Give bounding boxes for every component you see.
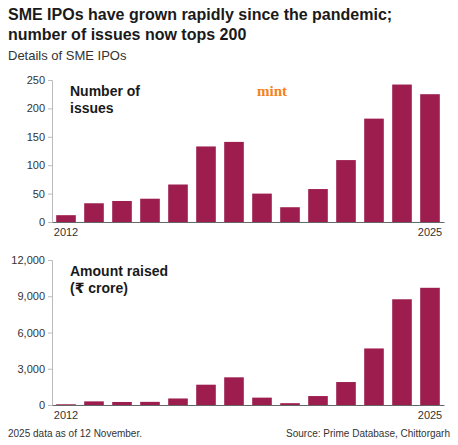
tick-label: 3,000 [17, 363, 45, 375]
bar [112, 402, 132, 405]
bar [392, 299, 412, 405]
tick-label: 6,000 [17, 327, 45, 339]
bar [56, 215, 76, 222]
bar [392, 85, 412, 222]
bar [336, 160, 356, 222]
tick-mark [48, 369, 52, 370]
panel-title: Amount raised(₹ crore) [70, 263, 168, 296]
x-axis: 2012 2025 [53, 222, 445, 238]
text-line: number of issues now tops 200 [8, 26, 246, 43]
axis-line [48, 261, 53, 406]
panel-title: Number ofissues [70, 83, 140, 116]
bar [168, 185, 188, 222]
axis-line [53, 222, 445, 223]
bar [280, 403, 300, 405]
tick: 50 [33, 188, 52, 200]
tick-label: 2025 [418, 409, 442, 421]
tick: 2012 [54, 222, 78, 238]
bar [140, 402, 160, 405]
text-line: issues [70, 100, 114, 116]
tick: 250 [27, 74, 52, 86]
tick: 9,000 [17, 290, 52, 302]
bar [420, 288, 440, 405]
tick-mark [48, 222, 52, 223]
tick-label: 150 [27, 131, 45, 143]
bar [280, 207, 300, 222]
tick: 2012 [54, 405, 78, 421]
bar [252, 398, 272, 405]
tick: 0 [39, 216, 52, 228]
bar [196, 385, 216, 405]
text-line: Number of [70, 83, 140, 99]
y-axis: 0 50 100 150 200 250 [27, 74, 53, 228]
tick-label: 50 [33, 188, 45, 200]
tick-mark [48, 108, 52, 109]
tick-label: 250 [27, 74, 45, 86]
bar [84, 401, 104, 405]
tick-label: 2012 [54, 409, 78, 421]
bars [56, 85, 440, 222]
tick-label: 12,000 [11, 254, 45, 266]
tick-label: 0 [39, 399, 45, 411]
panel: 0 3,000 6,000 9,000 12,000 2012 2025 Amount rai… [11, 254, 444, 421]
tick-mark [48, 405, 52, 406]
tick-mark [48, 296, 52, 297]
tick-label: 200 [27, 102, 45, 114]
bar [140, 199, 160, 222]
bar [364, 348, 384, 405]
panel: 0 50 100 150 200 250 2012 2025 Number ofissues mi… [27, 74, 445, 238]
bar [112, 201, 132, 222]
brand: mint [257, 83, 287, 99]
bar [196, 146, 216, 222]
text-line: SME IPOs have grown rapidly since the pa… [8, 6, 392, 23]
axis-line [53, 405, 445, 406]
y-axis: 0 3,000 6,000 9,000 12,000 [11, 254, 52, 411]
tick: 100 [27, 159, 52, 171]
chart-root: SME IPOs have grown rapidly since the pa… [0, 0, 458, 445]
bar [224, 377, 244, 405]
footnote: 2025 data as of 12 November. [8, 428, 142, 439]
subtitle: Details of SME IPOs [8, 48, 127, 63]
bars [56, 288, 440, 405]
tick-mark [48, 194, 52, 195]
text-line: Amount raised [70, 263, 168, 279]
source: Source: Prime Database, Chittorgarh [286, 428, 450, 439]
tick-label: 2025 [418, 226, 442, 238]
tick: 200 [27, 102, 52, 114]
bar [420, 94, 440, 222]
tick-mark [48, 260, 52, 261]
tick: 6,000 [17, 327, 52, 339]
bar [168, 398, 188, 405]
tick-mark [48, 333, 52, 334]
bar [336, 382, 356, 405]
bar [364, 119, 384, 222]
bar [224, 142, 244, 222]
axis-line [48, 81, 53, 223]
text-line: (₹ crore) [70, 280, 128, 296]
tick-mark [48, 165, 52, 166]
tick: 12,000 [11, 254, 52, 266]
tick: 150 [27, 131, 52, 143]
chart-title: SME IPOs have grown rapidly since the pa… [8, 6, 392, 43]
tick: 2025 [418, 405, 442, 421]
bar [84, 203, 104, 222]
bar [252, 194, 272, 222]
bar [308, 396, 328, 405]
tick-mark [48, 137, 52, 138]
tick-label: 0 [39, 216, 45, 228]
bar [308, 189, 328, 222]
tick-label: 2012 [54, 226, 78, 238]
tick-label: 9,000 [17, 290, 45, 302]
tick-mark [48, 80, 52, 81]
tick: 2025 [418, 222, 442, 238]
tick: 3,000 [17, 363, 52, 375]
tick: 0 [39, 399, 52, 411]
tick-label: 100 [27, 159, 45, 171]
x-axis: 2012 2025 [53, 405, 445, 421]
bar [56, 404, 76, 405]
